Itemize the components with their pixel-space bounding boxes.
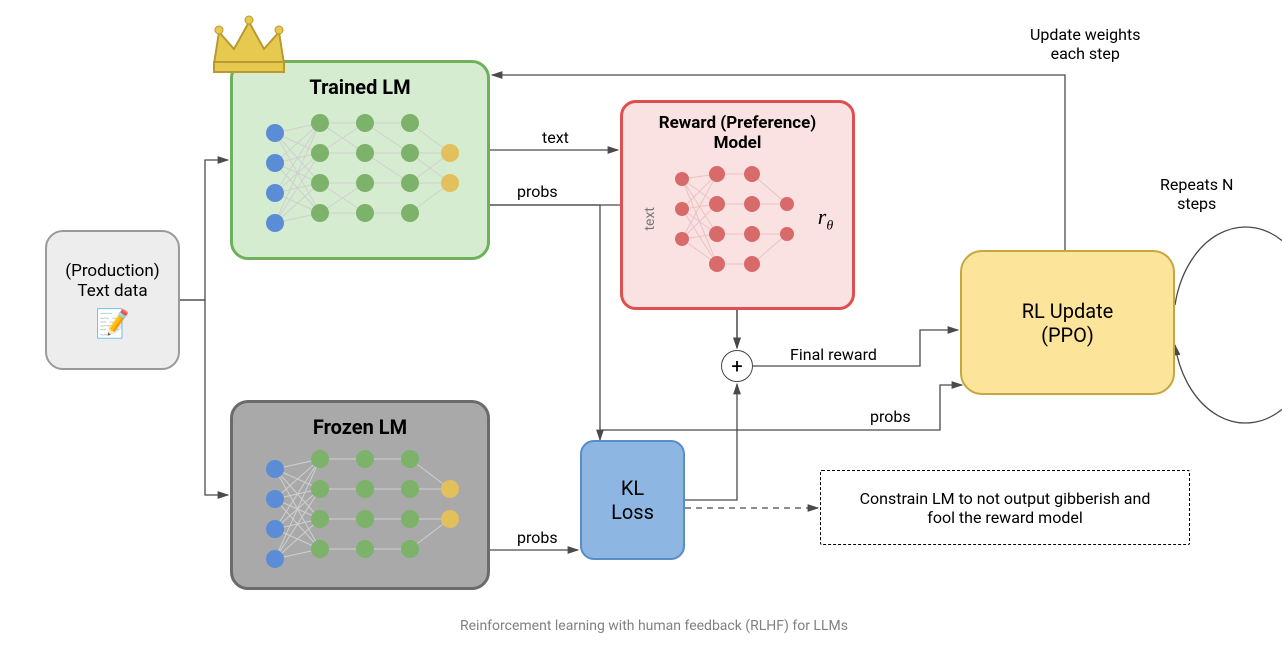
node-constrain-note: Constrain LM to not output gibberish and… (820, 470, 1190, 545)
frozen-lm-title: Frozen LM (313, 415, 407, 439)
constrain-note-text: Constrain LM to not output gibberish and… (860, 489, 1151, 527)
label-probs-frozen: probs (517, 528, 558, 547)
node-reward-model: Reward (Preference) Model text rθ (620, 100, 855, 310)
trained-lm-title: Trained LM (309, 75, 410, 99)
node-text-data: (Production) Text data 📝 (45, 230, 180, 370)
rl-update-title: RL Update (PPO) (1022, 299, 1114, 347)
text-data-line2: Text data (77, 281, 147, 301)
label-repeats-n: Repeats N steps (1160, 175, 1233, 213)
edge-loop (1175, 227, 1282, 423)
label-probs-to-rl: probs (870, 407, 911, 426)
edge-trained-to-kl (490, 205, 600, 440)
node-rl-update: RL Update (PPO) (960, 250, 1175, 395)
reward-model-title: Reward (Preference) Model (659, 113, 817, 153)
label-probs-trained: probs (517, 182, 558, 201)
reward-output-symbol: rθ (818, 204, 833, 234)
reward-input-label: text (642, 207, 658, 231)
crown-icon (204, 14, 294, 84)
diagram-caption: Reinforcement learning with human feedba… (460, 618, 848, 634)
edge-data-to-frozen (180, 300, 228, 495)
frozen-lm-nn-icon (245, 441, 475, 576)
node-kl-loss: KL Loss (580, 440, 685, 560)
edge-data-to-trained (180, 160, 228, 300)
edge-kl-to-plus (685, 384, 737, 500)
plus-symbol: + (731, 354, 742, 378)
node-frozen-lm: Frozen LM (230, 400, 490, 590)
kl-loss-title: KL Loss (611, 476, 654, 524)
label-final-reward: Final reward (790, 345, 877, 364)
memo-pencil-icon: 📝 (95, 307, 130, 340)
reward-nn-icon (662, 159, 812, 279)
label-text: text (542, 128, 569, 147)
label-update-weights: Update weights each step (1030, 25, 1140, 63)
trained-lm-nn-icon (245, 103, 475, 243)
text-data-line1: (Production) (65, 261, 159, 281)
node-trained-lm: Trained LM (230, 60, 490, 260)
plus-node: + (721, 350, 753, 382)
